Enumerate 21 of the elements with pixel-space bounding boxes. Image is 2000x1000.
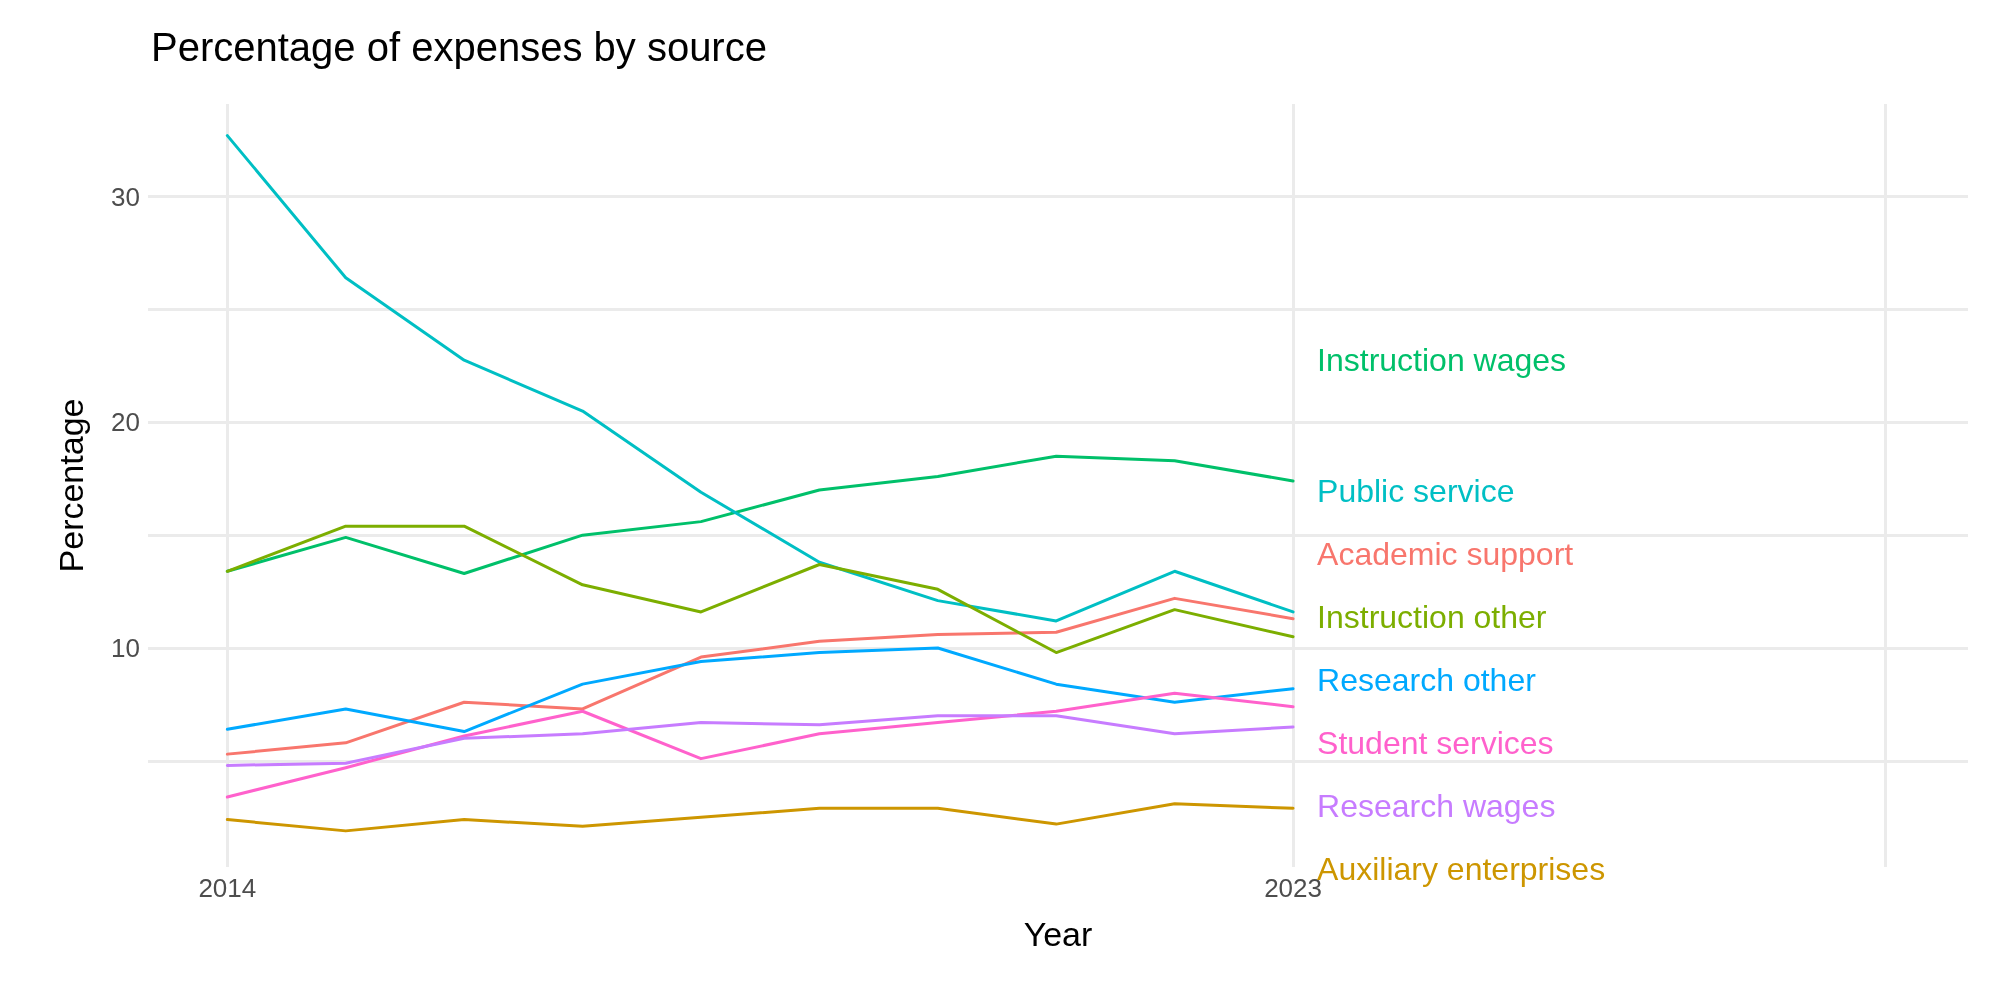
text: Instruction wages [1317,341,1567,378]
x-tick-label: 2014 [198,873,257,903]
y-tick-label: 30 [111,181,140,212]
line-series [225,646,1295,734]
y-axis-title: Percentage [52,398,90,573]
text: Research wages [1317,787,1556,824]
line-series [225,691,1295,799]
line-series [225,714,1295,767]
series-label: Research other [1317,661,1537,698]
line-series [225,134,1295,623]
line-series [225,802,1295,833]
line-series [225,596,1295,756]
line-series [225,524,1295,655]
series-label: Academic support [1317,535,1574,572]
series-label: Instruction other [1317,598,1547,635]
x-axis-title: Year [1023,915,1093,953]
series-label: Student services [1317,724,1554,761]
y-tick-label: 10 [111,633,140,664]
text: Public service [1317,472,1515,509]
chart-title: Percentage of expenses by source [151,25,767,69]
y-tick-label: 20 [111,407,140,438]
